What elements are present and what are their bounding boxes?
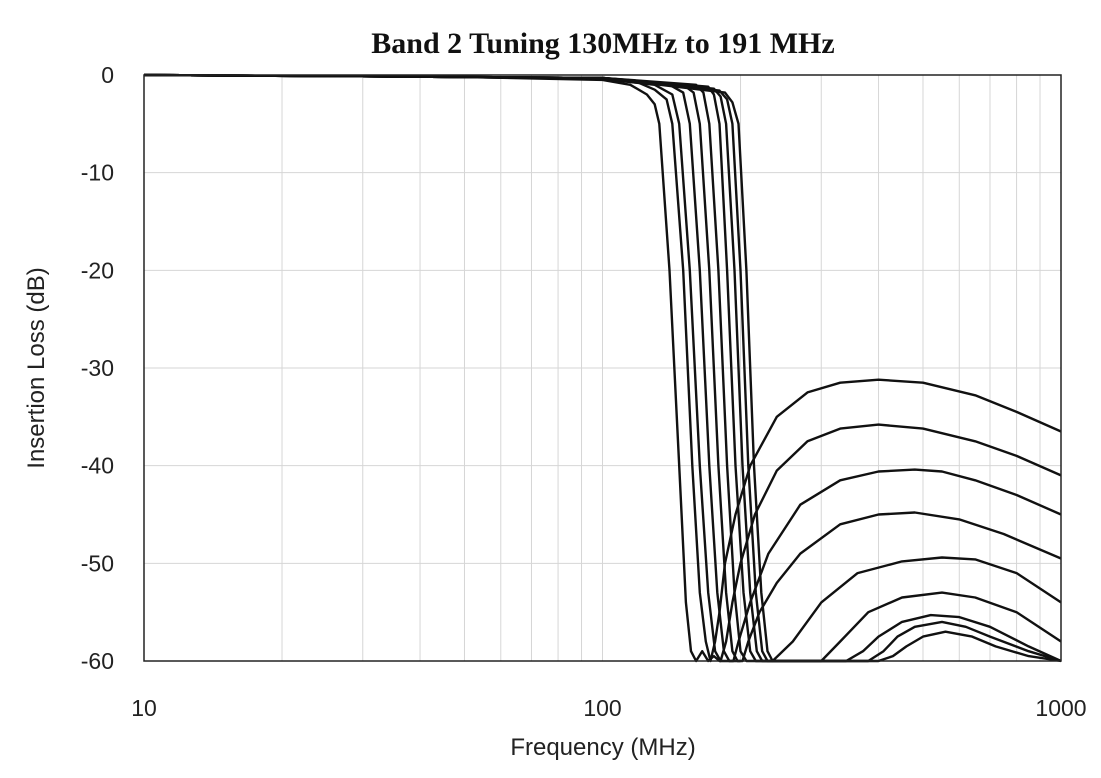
chart-title: Band 2 Tuning 130MHz to 191 MHz xyxy=(371,27,834,60)
series-line-3 xyxy=(143,73,1062,663)
x-axis-label: Frequency (MHz) xyxy=(510,734,695,761)
y-axis-label: Insertion Loss (dB) xyxy=(23,267,50,468)
x-tick-label: 10 xyxy=(131,695,157,721)
y-tick-label: 0 xyxy=(101,62,114,88)
y-tick-label: -60 xyxy=(81,648,114,674)
x-tick-label: 100 xyxy=(583,695,621,721)
plot-frame xyxy=(143,74,1062,662)
y-tick-label: -10 xyxy=(81,160,114,186)
y-tick-label: -30 xyxy=(81,355,114,381)
y-tick-label: -50 xyxy=(81,550,114,576)
y-tick-label: -40 xyxy=(81,453,114,479)
grid-lines xyxy=(144,75,1061,661)
x-tick-label: 1000 xyxy=(1035,695,1086,721)
y-tick-label: -20 xyxy=(81,257,114,283)
tick-labels: 10 100 1000 0 -10 -20 -30 -40 -50 -60 xyxy=(81,62,1087,721)
series-line-1 xyxy=(143,73,741,663)
